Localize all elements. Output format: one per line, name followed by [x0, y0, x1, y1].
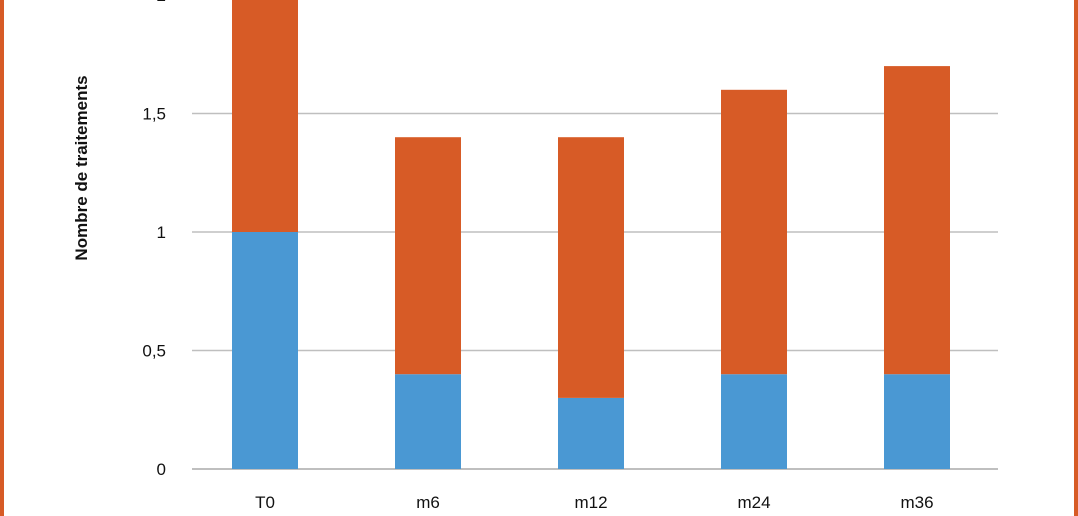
y-tick-label: 0,5 [142, 342, 166, 361]
left-frame-border [0, 0, 4, 516]
y-axis-tick-labels: 0 0,5 1 1,5 2 [142, 0, 166, 479]
right-frame-border [1074, 0, 1078, 516]
y-tick-label: 1 [157, 223, 166, 242]
bar-segment-m12-series-1 [558, 397, 624, 469]
y-tick-label: 1,5 [142, 105, 166, 124]
bar-segment-m36-series-2 [884, 66, 950, 375]
x-axis-tick-labels: T0 m6 m12 m24 m36 [255, 493, 933, 512]
bar-segment-t0-series-1 [232, 232, 298, 469]
bar-segment-t0-series-2 [232, 0, 298, 232]
y-tick-label: 0 [157, 460, 166, 479]
x-tick-label: m12 [574, 493, 607, 512]
bar-segment-m24-series-1 [721, 374, 787, 469]
bar-segment-m6-series-2 [395, 137, 461, 375]
bars [232, 0, 950, 469]
bar-segment-m24-series-2 [721, 89, 787, 375]
y-tick-label: 2 [157, 0, 166, 5]
x-tick-label: m6 [416, 493, 440, 512]
x-tick-label: T0 [255, 493, 275, 512]
bar-segment-m6-series-1 [395, 374, 461, 469]
bar-segment-m12-series-2 [558, 137, 624, 398]
x-tick-label: m36 [900, 493, 933, 512]
bar-segment-m36-series-1 [884, 374, 950, 469]
x-tick-label: m24 [737, 493, 770, 512]
y-axis-title: Nombre de traitements [72, 75, 91, 260]
